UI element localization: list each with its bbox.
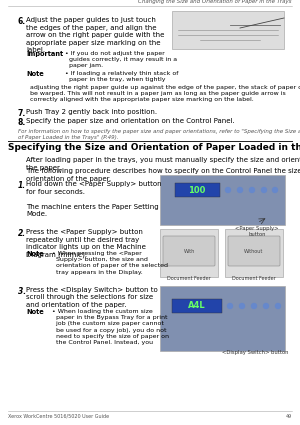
Text: Important: Important <box>26 51 63 57</box>
Circle shape <box>263 303 269 309</box>
Text: • When loading the custom size
  paper in the Bypass Tray for a print
  job (the: • When loading the custom size paper in … <box>52 309 169 345</box>
Text: Without: Without <box>244 249 264 253</box>
Text: 100: 100 <box>188 185 206 195</box>
FancyBboxPatch shape <box>175 183 220 197</box>
FancyBboxPatch shape <box>172 299 222 313</box>
Text: 3.: 3. <box>18 287 26 296</box>
Text: <Paper Supply>
button: <Paper Supply> button <box>235 226 279 237</box>
Text: 7.: 7. <box>18 109 26 118</box>
Text: Changing the Size and Orientation of Paper in the Trays: Changing the Size and Orientation of Pap… <box>137 0 291 4</box>
Text: Specifying the Size and Orientation of Paper Loaded in the Trays: Specifying the Size and Orientation of P… <box>8 143 300 152</box>
Text: 8.: 8. <box>18 118 26 127</box>
FancyBboxPatch shape <box>160 286 285 351</box>
Text: • If you do not adjust the paper
  guides correctly, it may result in a
  paper : • If you do not adjust the paper guides … <box>65 51 177 68</box>
Circle shape <box>272 187 278 193</box>
Text: After loading paper in the trays, you must manually specify the size and orienta: After loading paper in the trays, you mu… <box>26 157 300 170</box>
Text: 2.: 2. <box>18 229 26 238</box>
Circle shape <box>225 187 231 193</box>
Text: 49: 49 <box>286 414 292 419</box>
Circle shape <box>227 303 233 309</box>
Circle shape <box>261 187 267 193</box>
Circle shape <box>275 303 281 309</box>
Text: Note: Note <box>26 71 44 77</box>
Text: Adjust the paper guides to just touch
the edges of the paper, and align the
arro: Adjust the paper guides to just touch th… <box>26 17 164 53</box>
Text: Note: Note <box>26 251 44 257</box>
Text: • When pressing the <Paper
  Supply> button, the size and
  orientation of paper: • When pressing the <Paper Supply> butto… <box>52 251 168 275</box>
Text: With: With <box>183 249 195 253</box>
Text: The following procedure describes how to specify on the Control Panel the size a: The following procedure describes how to… <box>26 168 300 181</box>
Text: Hold down the <Paper Supply> button
for four seconds.

The machine enters the Pa: Hold down the <Paper Supply> button for … <box>26 181 162 217</box>
Circle shape <box>249 187 255 193</box>
Text: Document Feeder: Document Feeder <box>167 276 211 281</box>
FancyBboxPatch shape <box>160 229 218 277</box>
Circle shape <box>239 303 245 309</box>
Text: Xerox WorkCentre 5016/5020 User Guide: Xerox WorkCentre 5016/5020 User Guide <box>8 414 109 419</box>
FancyBboxPatch shape <box>163 236 215 266</box>
Text: Specify the paper size and orientation on the Control Panel.: Specify the paper size and orientation o… <box>26 118 235 124</box>
Text: • If loading a relatively thin stack of
  paper in the tray, when tightly: • If loading a relatively thin stack of … <box>65 71 178 82</box>
Text: A4L: A4L <box>188 301 206 311</box>
Text: adjusting the right paper guide up against the edge of the paper, the stack of p: adjusting the right paper guide up again… <box>26 85 300 102</box>
Text: Document Feeder: Document Feeder <box>232 276 276 281</box>
Text: Push Tray 2 gently back into position.: Push Tray 2 gently back into position. <box>26 109 157 115</box>
Text: 6.: 6. <box>18 17 26 26</box>
FancyBboxPatch shape <box>225 229 283 277</box>
Circle shape <box>251 303 257 309</box>
Text: 1.: 1. <box>18 181 26 190</box>
Text: <Display Switch> button: <Display Switch> button <box>222 350 288 355</box>
Text: Note: Note <box>26 309 44 315</box>
FancyBboxPatch shape <box>228 236 280 266</box>
Text: Press the <Display Switch> button to
scroll through the selections for size
and : Press the <Display Switch> button to scr… <box>26 287 158 308</box>
Text: Press the <Paper Supply> button
repeatedly until the desired tray
indicator ligh: Press the <Paper Supply> button repeated… <box>26 229 146 258</box>
Circle shape <box>237 187 243 193</box>
FancyBboxPatch shape <box>172 11 284 49</box>
FancyBboxPatch shape <box>160 175 285 225</box>
Text: For information on how to specify the paper size and paper orientations, refer t: For information on how to specify the pa… <box>18 129 300 140</box>
